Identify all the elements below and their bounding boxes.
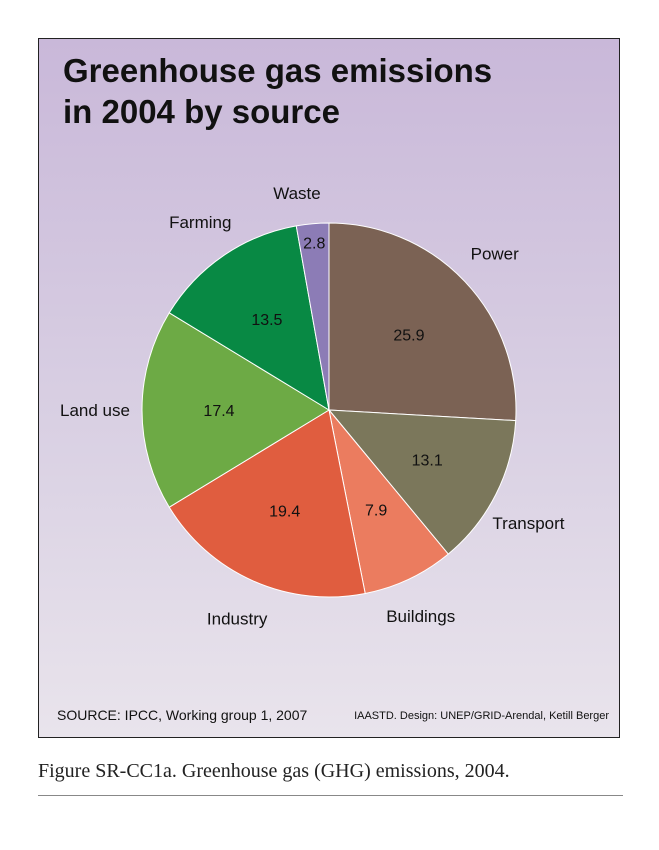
- chart-title-line-2: in 2004 by source: [63, 93, 340, 130]
- value-label-buildings: 7.9: [365, 502, 387, 519]
- chart-title-line-1: Greenhouse gas emissions: [63, 52, 493, 89]
- pie-slice-power: [328, 222, 517, 422]
- pie-slice-transport: [327, 409, 517, 555]
- design-credit: IAASTD. Design: UNEP/GRID-Arendal, Ketil…: [354, 710, 609, 722]
- chart-title: Greenhouse gas emissions in 2004 by sour…: [63, 50, 603, 132]
- pie-chart: 25.9 Power 13.1 Transport 7.9 Buildings 19.4 In…: [60, 184, 565, 629]
- pie-slice-land-use: [141, 312, 330, 508]
- category-label-farming: Farming: [169, 213, 231, 232]
- pie-slice-industry: [168, 409, 366, 598]
- figure-caption: Figure SR-CC1a. Greenhouse gas (GHG) emi…: [38, 760, 510, 782]
- value-label-land-use: 17.4: [203, 403, 234, 420]
- category-label-transport: Transport: [492, 514, 564, 533]
- category-label-buildings: Buildings: [386, 607, 455, 626]
- source-note: SOURCE: IPCC, Working group 1, 2007: [57, 707, 308, 723]
- caption-rule: [38, 795, 623, 796]
- value-label-transport: 13.1: [412, 453, 443, 470]
- value-label-industry: 19.4: [269, 504, 300, 521]
- category-label-land-use: Land use: [60, 401, 130, 420]
- category-label-power: Power: [471, 244, 520, 263]
- value-label-power: 25.9: [393, 327, 424, 344]
- pie-slice-buildings: [328, 409, 449, 595]
- pie-slice-waste: [295, 222, 330, 411]
- pie-slice-farming: [168, 225, 330, 412]
- value-label-waste: 2.8: [303, 236, 325, 253]
- value-label-farming: 13.5: [251, 312, 282, 329]
- category-label-industry: Industry: [207, 610, 268, 629]
- category-label-waste: Waste: [273, 184, 321, 203]
